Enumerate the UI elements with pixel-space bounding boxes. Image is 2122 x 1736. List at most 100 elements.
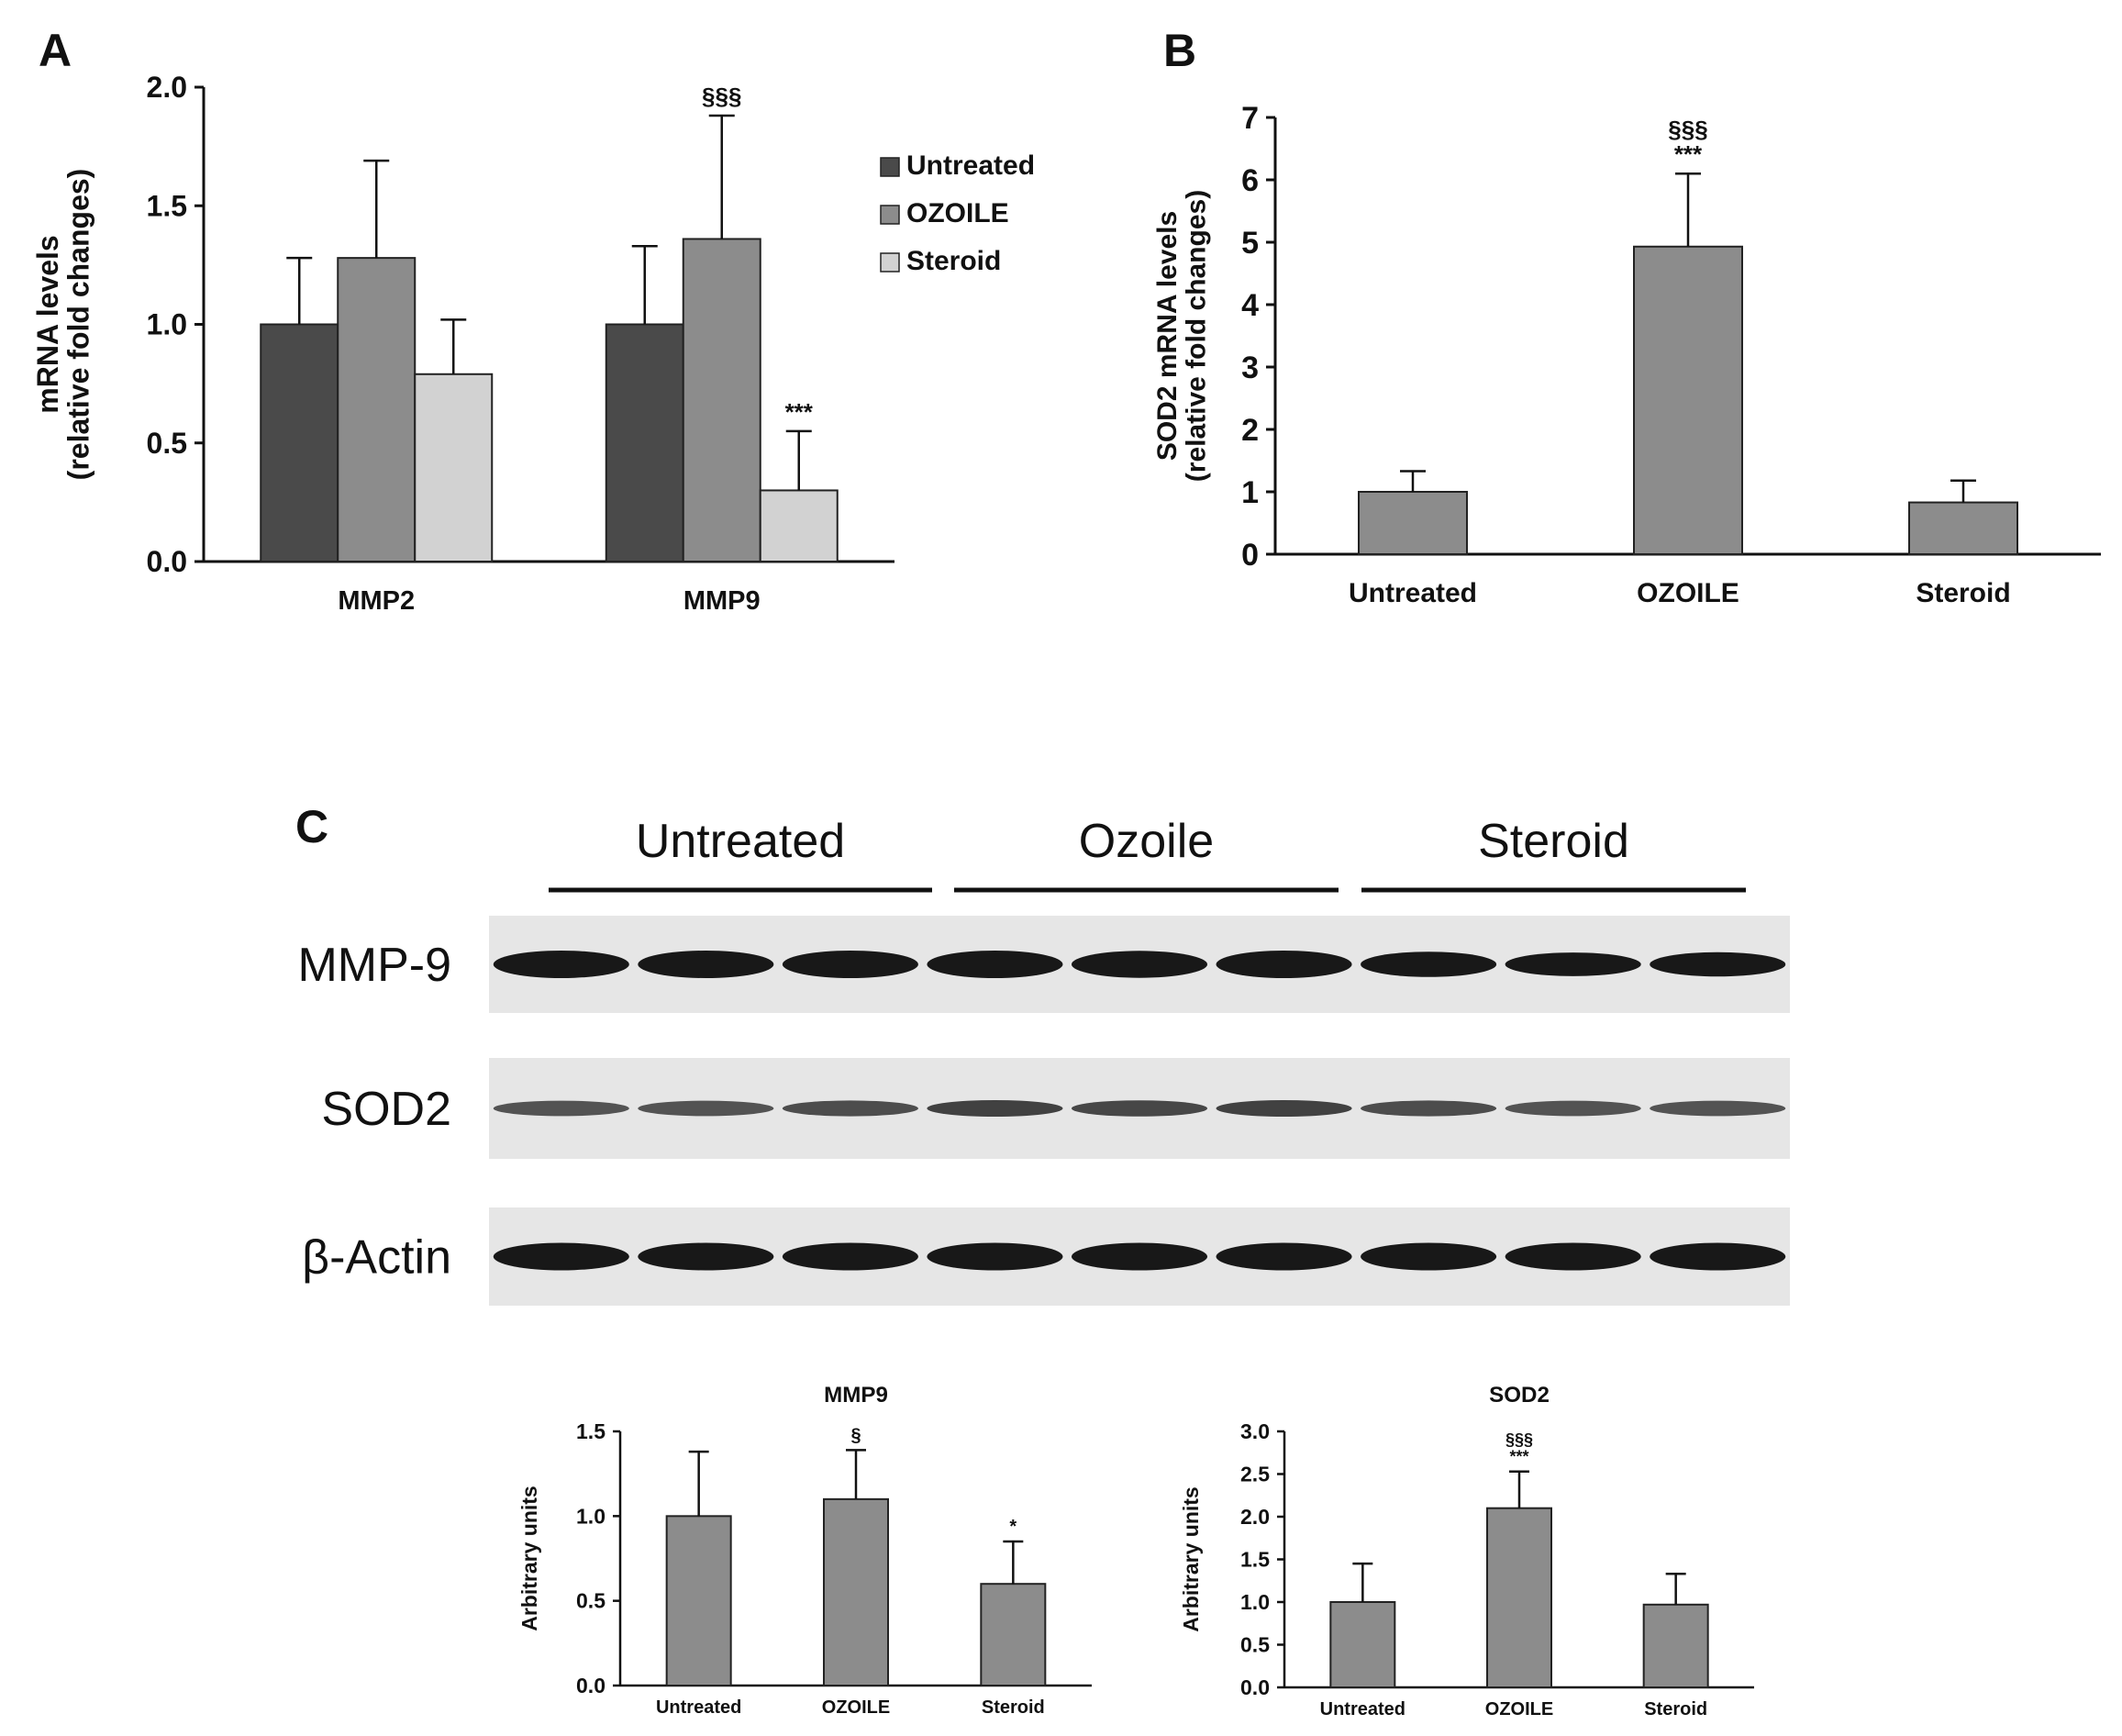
y-tick-label: 1.0 (147, 308, 187, 341)
western-blot: Untreated Ozoile Steroid MMP-9 SOD2 β-Actin (297, 815, 1790, 1306)
y-tick-label: 5 (1241, 226, 1259, 261)
blot-band (1361, 951, 1497, 977)
blot-band (1650, 1100, 1786, 1117)
bar (665, 1515, 732, 1687)
x-tick-label: Steroid (982, 1697, 1045, 1718)
chart-a: 0.0 0.5 1.0 1.5 2.0 mRNA levels(relative fold… (31, 71, 1035, 616)
blot-group-label: Ozoile (1079, 815, 1214, 868)
legend-swatch (880, 205, 900, 225)
significance-annotation: *** (1674, 140, 1703, 168)
blot-band (782, 1242, 918, 1271)
panel-label-c: C (295, 801, 328, 852)
y-tick-label: 2 (1241, 413, 1259, 448)
blot-band (1216, 1242, 1352, 1271)
bar (980, 1583, 1047, 1686)
significance-annotation: §§§ (1668, 116, 1707, 143)
blot-band (1650, 1242, 1786, 1271)
blot-band (638, 1100, 774, 1117)
legend-swatch (880, 252, 900, 273)
significance-annotation: * (1009, 1517, 1017, 1537)
blot-group-label: Untreated (636, 815, 845, 868)
panel-label-a: A (39, 25, 72, 76)
blot-band (1071, 1242, 1208, 1271)
x-tick-label: MMP2 (338, 586, 415, 616)
legend-label: Steroid (906, 246, 1001, 276)
y-tick-label: 0.0 (576, 1674, 605, 1697)
blot-row-label: SOD2 (321, 1083, 451, 1136)
blot-band (1216, 951, 1352, 978)
x-tick-label: Steroid (1644, 1699, 1707, 1719)
y-tick-label: 3.0 (1240, 1419, 1270, 1443)
blot-band (1505, 1242, 1641, 1271)
significance-annotation: §§§ (702, 83, 741, 110)
y-tick-label: 0.0 (1240, 1675, 1270, 1699)
legend-label: Untreated (906, 150, 1035, 181)
blot-band (927, 1100, 1063, 1117)
panel-label-b: B (1163, 25, 1196, 76)
significance-annotation: § (850, 1425, 861, 1445)
y-axis-label: Arbitrary units (1179, 1486, 1203, 1631)
bar (1908, 501, 2018, 555)
blot-band (927, 1242, 1063, 1271)
blot-band (1650, 951, 1786, 977)
legend-label: OZOILE (906, 198, 1009, 228)
y-tick-label: 1.5 (147, 189, 187, 222)
y-tick-label: 1.5 (576, 1419, 605, 1443)
chart-b: 0 1 2 3 4 5 6 7 SOD2 mRNA levels(relative fold c… (1152, 101, 2101, 608)
y-tick-label: 0.5 (147, 427, 187, 460)
y-tick-label: 0.0 (147, 545, 187, 578)
x-tick-label: OZOILE (822, 1697, 890, 1718)
bar (823, 1497, 889, 1687)
blot-band (1361, 1242, 1497, 1271)
blot-band (493, 1100, 629, 1117)
y-axis-label: (relative fold changes) (1182, 190, 1212, 482)
y-tick-label: 4 (1241, 288, 1259, 323)
x-tick-label: OZOILE (1637, 578, 1739, 608)
x-tick-label: Steroid (1916, 578, 2010, 608)
y-tick-label: 1.5 (1240, 1548, 1270, 1572)
blot-band (782, 1100, 918, 1117)
blot-band (638, 1242, 774, 1271)
chart-title: SOD2 (1489, 1383, 1550, 1408)
blot-band (638, 951, 774, 978)
blot-band (1071, 1100, 1208, 1117)
x-tick-label: Untreated (1349, 578, 1477, 608)
y-tick-label: 7 (1241, 101, 1259, 136)
bar (1642, 1603, 1709, 1689)
chart-title: MMP9 (824, 1383, 888, 1408)
x-tick-label: OZOILE (1485, 1699, 1553, 1719)
y-axis-label: mRNA levels (31, 235, 64, 413)
blot-band (1361, 1100, 1497, 1117)
chart-c-sod2: 0.0 0.5 1.0 1.5 2.0 2.5 3.0 Arbitrary units SOD2… (1179, 1383, 1754, 1719)
y-tick-label: 1.0 (576, 1504, 605, 1528)
blot-band (493, 1242, 629, 1271)
bar (605, 323, 684, 562)
bar (337, 257, 417, 562)
bar (759, 489, 839, 563)
blot-band (927, 951, 1063, 978)
y-axis-label: (relative fold changes) (62, 169, 95, 481)
blot-band (1071, 951, 1208, 978)
bar (1329, 1601, 1396, 1688)
bar (414, 373, 494, 562)
blot-band (1216, 1100, 1352, 1117)
y-axis-label: Arbitrary units (517, 1486, 541, 1630)
y-axis-label: SOD2 mRNA levels (1152, 211, 1183, 461)
bar (260, 323, 339, 562)
chart-c-mmp9: 0.0 0.5 1.0 1.5 Arbitrary units MMP9 Untreated… (517, 1383, 1092, 1718)
y-tick-label: 0 (1241, 538, 1259, 573)
x-tick-label: Untreated (1320, 1699, 1405, 1719)
significance-annotation: §§§ (1505, 1430, 1533, 1449)
blot-band (1505, 952, 1641, 976)
y-tick-label: 1 (1241, 475, 1259, 510)
y-tick-label: 0.5 (576, 1589, 605, 1613)
y-tick-label: 2.5 (1240, 1463, 1270, 1486)
y-tick-label: 0.5 (1240, 1633, 1270, 1657)
blot-group-label: Steroid (1478, 815, 1629, 868)
y-tick-label: 3 (1241, 351, 1259, 385)
blot-row-label: β-Actin (302, 1231, 451, 1285)
bar (1358, 491, 1468, 555)
x-tick-label: Untreated (656, 1697, 741, 1718)
bar (682, 238, 761, 562)
